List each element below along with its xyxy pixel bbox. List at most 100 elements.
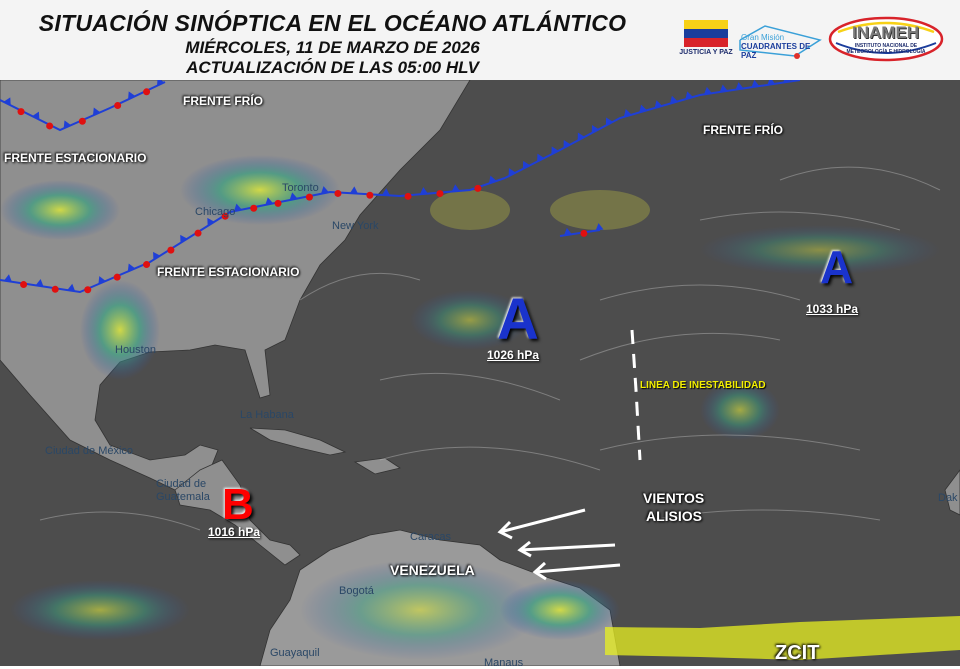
cold-front-triangle xyxy=(623,109,632,117)
africa-land xyxy=(944,469,960,516)
cold-front-triangle xyxy=(63,120,71,129)
front-segment xyxy=(559,229,601,237)
cuadrantes-outline-icon xyxy=(739,25,822,59)
cold-front-triangle xyxy=(563,227,572,236)
warm-front-semicircle xyxy=(114,101,122,109)
cuba-land xyxy=(249,427,347,456)
cold-front-triangle xyxy=(751,80,760,88)
cold-front-triangle xyxy=(783,80,791,83)
warm-front-semicircle xyxy=(51,285,59,293)
update-subtitle: ACTUALIZACIÓN DE LAS 05:00 HLV xyxy=(186,58,479,77)
warm-front-semicircle xyxy=(274,199,282,207)
warm-front-semicircle xyxy=(194,229,202,237)
warm-front-semicircle xyxy=(78,117,86,125)
warm-front-semicircle xyxy=(221,212,229,220)
city-ciudad-de-mexico: Ciudad de México xyxy=(45,445,134,457)
cold-front-triangle xyxy=(320,186,329,194)
cold-front-triangle xyxy=(289,192,298,201)
hispaniola-land xyxy=(353,457,401,475)
front-symbols xyxy=(3,80,791,294)
wind-streamlines xyxy=(39,166,941,531)
cold-front-triangle xyxy=(180,234,188,243)
warm-front-semicircle xyxy=(17,108,25,116)
cold-front-triangle xyxy=(735,82,744,90)
label-zcit: ZCIT xyxy=(775,642,820,664)
cold-front-triangle xyxy=(639,104,647,113)
warm-front-semicircle xyxy=(404,192,412,200)
cold-front-triangle xyxy=(537,153,545,162)
cold-front-triangle xyxy=(551,146,559,155)
warm-front-semicircle xyxy=(113,273,121,281)
cold-front-triangle xyxy=(719,84,728,93)
warm-front-semicircle xyxy=(474,184,482,192)
header: SITUACIÓN SINÓPTICA EN EL OCÉANO ATLÁNTI… xyxy=(0,0,960,80)
cuadrantes-de-paz-logo: Gran Misión CUADRANTES DE PAZ xyxy=(735,20,825,62)
cold-front-triangle xyxy=(563,140,571,149)
page-title: SITUACIÓN SINÓPTICA EN EL OCÉANO ATLÁNTI… xyxy=(38,10,627,36)
cold-front-triangle xyxy=(767,80,776,85)
warm-front-semicircle xyxy=(580,229,588,237)
city-manaus: Manaus xyxy=(484,657,524,669)
cold-front-triangle xyxy=(703,86,712,95)
trade-wind-arrows xyxy=(497,508,621,581)
city-caracas: Caracas xyxy=(410,531,451,543)
cold-front-triangle xyxy=(265,197,274,205)
label-venezuela: VENEZUELA xyxy=(390,562,475,578)
cold-front-triangle xyxy=(128,91,136,100)
label-frente-estacionario-south: FRENTE ESTACIONARIO xyxy=(157,265,300,279)
high-pressure-west: A xyxy=(497,287,539,352)
cold-front-triangle xyxy=(381,188,390,196)
cold-front-triangle xyxy=(577,132,585,141)
cold-front-triangle xyxy=(98,276,106,285)
precipitation xyxy=(0,155,940,660)
cold-front-triangle xyxy=(32,111,40,120)
warm-front-semicircle xyxy=(305,193,313,201)
high-pressure-east: A xyxy=(820,241,854,293)
warm-front-semicircle xyxy=(250,204,258,212)
warm-front-semicircle xyxy=(20,281,28,289)
cold-front-triangle xyxy=(67,283,76,292)
cold-front-triangle xyxy=(508,168,516,177)
cold-front-triangle xyxy=(451,184,460,192)
high-east-pressure: 1033 hPa xyxy=(806,302,859,316)
warm-front-semicircle xyxy=(334,189,342,197)
cold-front-triangle xyxy=(419,186,428,195)
label-alisios: ALISIOS xyxy=(646,508,703,524)
map-canvas xyxy=(0,80,960,666)
city-guatemala-1: Ciudad de xyxy=(156,478,207,490)
warm-front-semicircle xyxy=(366,191,374,199)
inameh-subtitle: INSTITUTO NACIONAL DE METEOROLOGÍA E HID… xyxy=(846,43,926,55)
inameh-ring-icon xyxy=(828,16,944,62)
cold-front-triangle xyxy=(685,91,694,100)
cold-front-triangle xyxy=(35,279,44,287)
cold-front-triangle xyxy=(591,125,599,134)
date-subtitle: MIÉRCOLES, 11 DE MARZO DE 2026 xyxy=(185,38,480,57)
warm-front-semicircle xyxy=(143,88,151,96)
city-chicago: Chicago xyxy=(195,206,236,218)
city-bogota: Bogotá xyxy=(339,585,374,597)
cold-front-triangle xyxy=(157,80,165,86)
cold-front-triangle xyxy=(522,160,530,169)
label-frente-frio-nw: FRENTE FRÍO xyxy=(183,94,263,108)
city-guayaquil: Guayaquil xyxy=(270,647,320,659)
cold-front-triangle xyxy=(595,223,604,231)
cold-front-triangle xyxy=(233,203,242,212)
central-america-land xyxy=(174,459,301,566)
label-vientos: VIENTOS xyxy=(643,490,705,506)
cold-front-triangle xyxy=(349,186,358,194)
city-la-habana: La Habana xyxy=(240,409,294,421)
zcit-band xyxy=(605,616,960,660)
warm-front-semicircle xyxy=(46,122,54,130)
warm-front-semicircle xyxy=(436,190,444,198)
high-west-pressure: 1026 hPa xyxy=(487,348,540,362)
cold-front-triangle xyxy=(654,100,663,109)
label-linea-inestabilidad: LINEA DE INESTABILIDAD xyxy=(640,380,766,391)
cold-front-triangle xyxy=(669,95,678,104)
cold-front-triangle xyxy=(488,175,497,184)
warm-front-semicircle xyxy=(167,246,175,254)
city-dakar: Dak xyxy=(938,492,958,504)
warm-front-semicircle xyxy=(143,261,151,269)
inameh-logo: INAMEH INSTITUTO NACIONAL DE METEOROLOGÍ… xyxy=(828,16,944,62)
cold-front-triangle xyxy=(92,107,101,116)
instability-line xyxy=(630,329,642,461)
